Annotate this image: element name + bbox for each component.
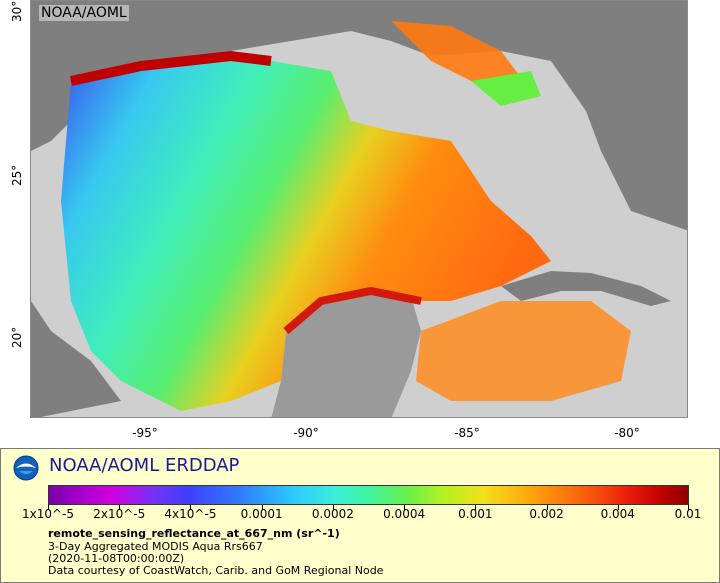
us-land bbox=[31, 1, 687, 231]
colorbar-tick bbox=[119, 505, 121, 510]
yucatan-land bbox=[271, 291, 421, 417]
colorbar-label: 2x10^-5 bbox=[93, 507, 146, 521]
colorbar-label: 0.001 bbox=[458, 507, 493, 521]
colorbar-label: 4x10^-5 bbox=[164, 507, 217, 521]
florida-green-patch bbox=[471, 71, 541, 106]
ocean-reflectance-field bbox=[61, 56, 551, 411]
cuba-land bbox=[501, 271, 671, 306]
colorbar-tick bbox=[475, 505, 477, 510]
colorbar-label: 0.0002 bbox=[311, 507, 354, 521]
x-tick-minus80: -80° bbox=[614, 426, 640, 440]
colorbar-label: 0.0004 bbox=[383, 507, 426, 521]
dataset-time: (2020-11-08T00:00:00Z) bbox=[48, 552, 185, 565]
map-watermark: NOAA/AOML bbox=[39, 5, 129, 21]
mexico-land bbox=[31, 301, 121, 417]
colorbar-tick bbox=[404, 505, 406, 510]
colorbar-tick bbox=[617, 505, 619, 510]
colorbar-label: 0.01 bbox=[674, 507, 702, 521]
colorbar-label: 1x10^-5 bbox=[21, 507, 75, 521]
colorbar-tick bbox=[48, 505, 49, 510]
gulf-of-mexico-map bbox=[31, 1, 687, 417]
coastal-red-band bbox=[69, 50, 272, 86]
noaa-logo-icon bbox=[13, 455, 39, 481]
colorbar-label: 0.004 bbox=[600, 507, 635, 521]
colorbar-tick bbox=[261, 505, 263, 510]
coastal-red-band-south bbox=[283, 286, 422, 335]
x-tick-minus95: -95° bbox=[132, 426, 158, 440]
dataset-title: 3-Day Aggregated MODIS Aqua Rrs667 bbox=[48, 540, 263, 553]
brand-title: NOAA/AOML ERDDAP bbox=[49, 455, 240, 476]
x-tick-minus90: -90° bbox=[293, 426, 319, 440]
colorbar-tick bbox=[688, 505, 689, 510]
colorbar-label: 0.002 bbox=[529, 507, 564, 521]
legend-panel: NOAA/AOML ERDDAP 1x10^-5 2x10^-5 4x10^-5 0.… bbox=[0, 448, 720, 583]
caribbean-field bbox=[416, 301, 631, 401]
colorbar-tick bbox=[546, 505, 548, 510]
x-tick-minus85: -85° bbox=[454, 426, 480, 440]
colorbar-tick bbox=[332, 505, 334, 510]
variable-name: remote_sensing_reflectance_at_667_nm (sr… bbox=[48, 527, 340, 540]
colorbar-tick bbox=[190, 505, 192, 510]
map-panel: NOAA/AOML bbox=[30, 0, 688, 418]
colorbar-label: 0.0001 bbox=[240, 507, 283, 521]
data-credit: Data courtesy of CoastWatch, Carib. and … bbox=[48, 564, 384, 577]
colorbar bbox=[48, 485, 689, 505]
